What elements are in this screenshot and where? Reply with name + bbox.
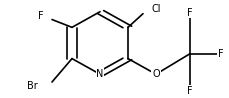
Text: Br: Br	[27, 81, 38, 91]
Text: Cl: Cl	[151, 4, 161, 14]
Text: F: F	[186, 8, 192, 18]
Text: F: F	[186, 86, 192, 96]
Text: N: N	[96, 69, 103, 79]
Text: O: O	[152, 69, 159, 79]
Text: F: F	[38, 11, 44, 21]
Text: F: F	[217, 49, 223, 59]
